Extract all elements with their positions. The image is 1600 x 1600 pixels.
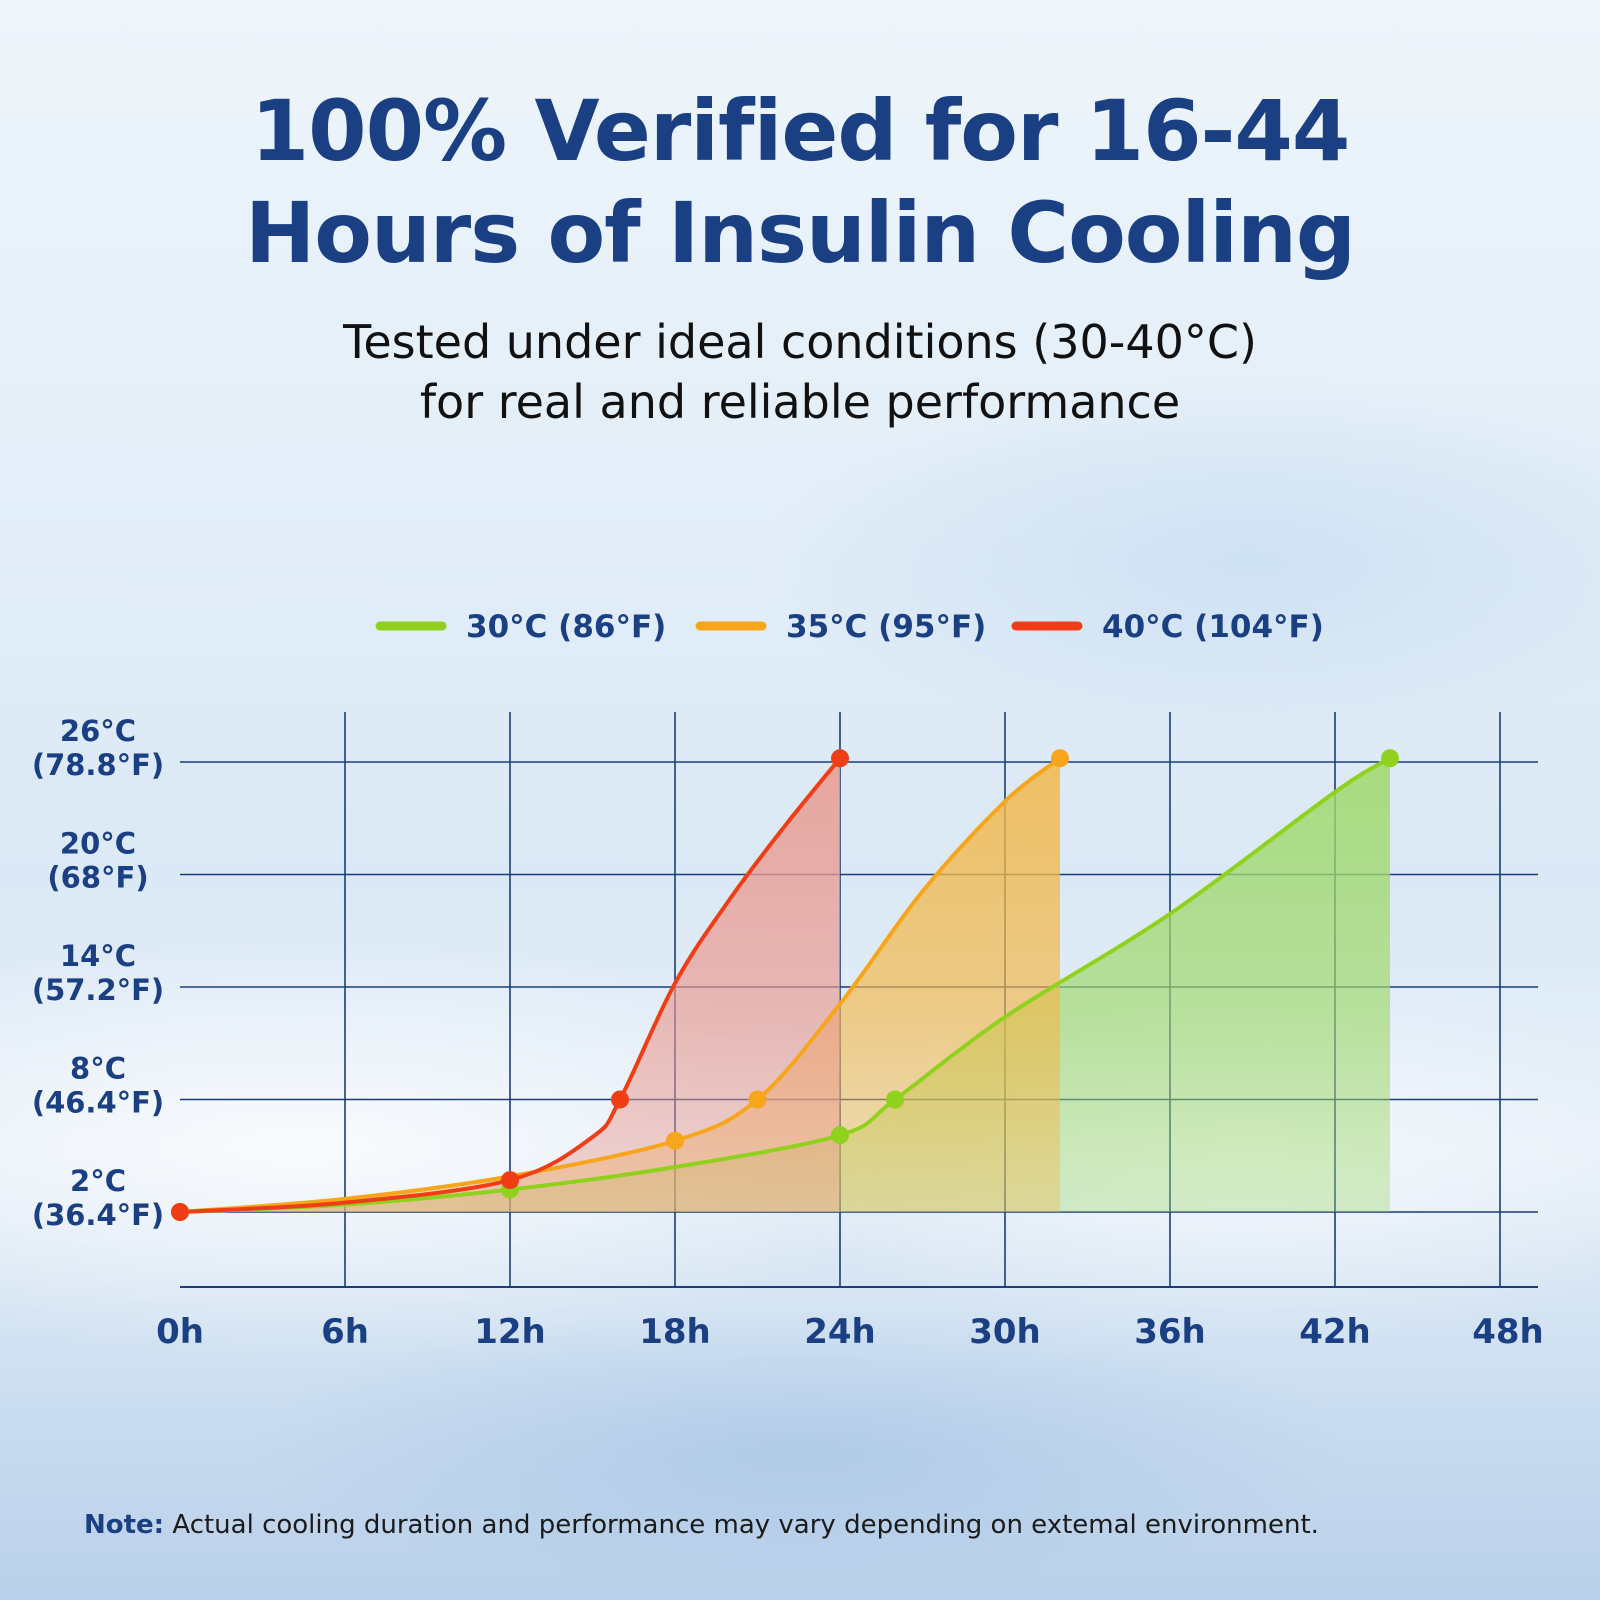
y-tick-label-f-(46.4°F): (46.4°F) [32, 1086, 164, 1120]
note-label: Note: [84, 1510, 165, 1540]
series-fill-30°C (86°F) [180, 758, 1390, 1212]
data-point-40°C (104°F)-24h [831, 749, 849, 768]
x-tick-label-0h: 0h [156, 1312, 204, 1352]
y-tick-label-c-14°C: 14°C [60, 939, 136, 973]
x-tick-label-18h: 18h [639, 1312, 711, 1352]
subtitle-line-1: Tested under ideal conditions (30-40°C) [343, 315, 1257, 369]
subtitle-line-2: for real and reliable performance [419, 375, 1181, 429]
y-tick-label-c-26°C: 26°C [60, 714, 136, 748]
title-line-2: Hours of Insulin Cooling [244, 184, 1356, 282]
x-tick-label-36h: 36h [1134, 1312, 1206, 1352]
note-text: Actual cooling duration and performance … [164, 1510, 1319, 1540]
data-point-30°C (86°F)-44h [1381, 749, 1399, 768]
legend-label-40°C (104°F): 40°C (104°F) [1102, 609, 1324, 645]
data-point-40°C (104°F)-16h [611, 1090, 629, 1109]
series-fill-40°C (104°F) [180, 758, 840, 1212]
y-tick-label-c-8°C: 8°C [70, 1052, 126, 1086]
data-point-35°C (95°F)-21h [748, 1090, 767, 1109]
data-point-30°C (86°F)-24h [831, 1126, 849, 1145]
x-tick-label-42h: 42h [1299, 1312, 1371, 1352]
data-point-35°C (95°F)-18h [666, 1131, 684, 1150]
x-tick-label-6h: 6h [321, 1312, 369, 1352]
y-tick-label-f-(68°F): (68°F) [47, 861, 148, 895]
data-point-30°C (86°F)-26h [886, 1090, 904, 1109]
y-tick-label-f-(36.4°F): (36.4°F) [32, 1198, 164, 1232]
series-line-35°C (95°F) [178, 756, 1062, 1214]
series-line-30°C (86°F) [178, 756, 1392, 1214]
y-tick-label-f-(78.8°F): (78.8°F) [32, 748, 164, 782]
x-tick-label-12h: 12h [474, 1312, 546, 1352]
title-line-1: 100% Verified for 16-44 [250, 82, 1351, 180]
footnote: Note: Actual cooling duration and perfor… [84, 1510, 1534, 1540]
page-subtitle: Tested under ideal conditions (30-40°C) … [0, 312, 1600, 432]
legend-label-35°C (95°F): 35°C (95°F) [786, 609, 986, 645]
y-tick-label-c-20°C: 20°C [60, 827, 136, 861]
x-tick-label-24h: 24h [804, 1312, 876, 1352]
data-point-40°C (104°F)-0h [171, 1203, 189, 1221]
data-point-35°C (95°F)-32h [1051, 749, 1069, 768]
data-point-40°C (104°F)-12h [501, 1171, 519, 1190]
x-tick-label-48h: 48h [1472, 1312, 1544, 1352]
y-tick-label-f-(57.2°F): (57.2°F) [32, 973, 164, 1007]
y-tick-label-c-2°C: 2°C [70, 1164, 126, 1198]
x-tick-label-30h: 30h [969, 1312, 1041, 1352]
legend-label-30°C (86°F): 30°C (86°F) [466, 609, 666, 645]
page-title: 100% Verified for 16-44 Hours of Insulin… [0, 80, 1600, 284]
